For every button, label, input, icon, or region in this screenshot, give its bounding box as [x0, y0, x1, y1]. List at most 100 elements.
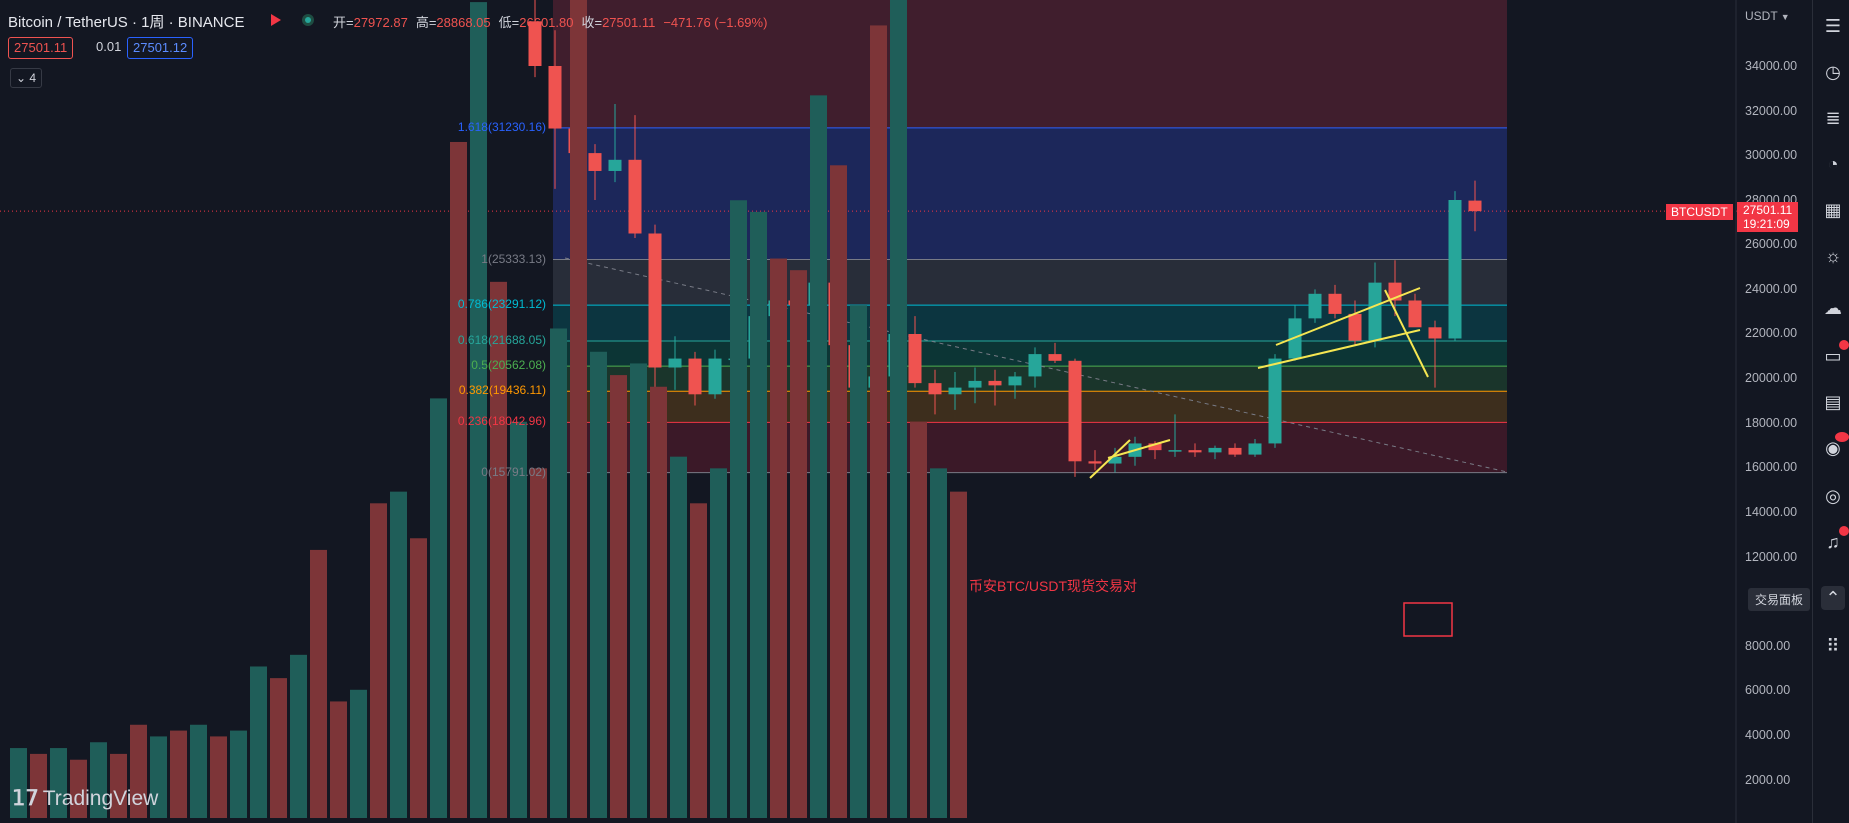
- volume-bar: [50, 748, 67, 818]
- last-price-tag: 27501.11 19:21:09: [1737, 202, 1799, 232]
- indicator-count: 4: [29, 71, 37, 85]
- volume-bar: [10, 748, 27, 818]
- fib-level-label[interactable]: 1.618(31230.16): [457, 119, 546, 134]
- candle-body: [608, 159, 622, 171]
- volume-bar: [330, 701, 347, 818]
- candle-body: [588, 153, 602, 171]
- alarm-clock-icon[interactable]: ◷: [1825, 62, 1841, 82]
- price-axis-label: 26000.00: [1745, 237, 1798, 251]
- bid-price[interactable]: 27501.11: [8, 37, 74, 59]
- calendar-icon[interactable]: ▦: [1824, 200, 1842, 220]
- cloud-icon[interactable]: ☁: [1824, 298, 1842, 318]
- price-axis-label: 30000.00: [1745, 148, 1798, 162]
- fib-level-label[interactable]: 0.382(19436.11): [458, 383, 546, 398]
- logo-text: TradingView: [42, 787, 159, 810]
- ohlc-key: 收=: [581, 15, 603, 30]
- trading-panel-tooltip: 交易面板: [1748, 588, 1811, 611]
- yellow-trend-drawing: [1107, 439, 1171, 459]
- ohlc-value: 26601.80: [519, 15, 574, 30]
- candle-body: [928, 383, 942, 395]
- market-status-icon[interactable]: [300, 12, 316, 28]
- candle-body: [908, 334, 922, 384]
- volume-bar: [410, 538, 427, 818]
- flag-icon[interactable]: [268, 12, 284, 28]
- fib-zone: [553, 422, 1507, 473]
- volume-bar: [430, 398, 447, 818]
- price-axis-label: 18000.00: [1745, 416, 1798, 430]
- candle-body: [1168, 450, 1182, 452]
- candle-body: [1148, 443, 1162, 451]
- candle-body: [668, 358, 682, 368]
- ask-price[interactable]: 27501.12: [127, 37, 194, 59]
- volume-bar: [230, 730, 247, 818]
- symbol-name[interactable]: Bitcoin / TetherUS · 1周 · BINANCE: [8, 14, 245, 31]
- candle-body: [1428, 327, 1442, 339]
- fib-level-label[interactable]: 1(25333.13): [481, 251, 546, 266]
- bar-countdown: 19:21:09: [1743, 217, 1790, 231]
- volume-bar: [810, 95, 827, 819]
- trading-panel-icon[interactable]: ⌃: [1821, 586, 1845, 610]
- details-list-icon[interactable]: ≣: [1825, 108, 1841, 128]
- volume-bar: [470, 2, 487, 819]
- tradingview-logo[interactable]: 𝟣𝟩 TradingView: [12, 786, 158, 811]
- volume-bar: [710, 468, 727, 818]
- last-price: 27501.11: [1743, 203, 1793, 217]
- volume-bar: [490, 281, 507, 818]
- indicators-toggle[interactable]: ⌄ 4: [10, 68, 42, 88]
- fib-level-label[interactable]: 0.236(18042.96): [457, 414, 546, 429]
- candle-body: [628, 159, 642, 234]
- candle-body: [528, 21, 542, 66]
- fib-zone: [553, 0, 1507, 128]
- volume-bar: [550, 328, 567, 818]
- candle-body: [948, 387, 962, 395]
- spread-value: 0.01: [96, 39, 122, 54]
- broadcast-icon[interactable]: ◎: [1825, 486, 1841, 506]
- fib-level-label[interactable]: 0(15791.02): [481, 464, 546, 479]
- volume-bar: [250, 666, 267, 818]
- chevron-down-icon: ▼: [1780, 12, 1790, 22]
- volume-highlight-box: [1403, 602, 1453, 637]
- candle-body: [1108, 456, 1122, 464]
- fib-level-label[interactable]: 0.786(23291.12): [457, 297, 546, 312]
- fib-zone: [553, 305, 1507, 341]
- ideas-bulb-icon[interactable]: ☼: [1824, 246, 1842, 266]
- watchlist-icon[interactable]: ☰: [1824, 16, 1842, 36]
- candle-body: [548, 66, 562, 129]
- comment-icon[interactable]: ▤: [1824, 392, 1842, 412]
- volume-bar: [750, 211, 767, 818]
- volume-bar: [190, 724, 207, 818]
- chart-annotation[interactable]: 币安BTC/USDT现货交易对: [969, 578, 1137, 594]
- price-axis-label: 2000.00: [1745, 773, 1791, 787]
- fib-zone: [553, 127, 1507, 260]
- currency-label: USDT: [1745, 9, 1778, 23]
- candle-body: [1448, 200, 1462, 339]
- candle-body: [708, 358, 722, 395]
- volume-bar: [310, 549, 327, 818]
- candle-body: [1068, 360, 1082, 462]
- volume-bar: [590, 351, 607, 818]
- chat-icon[interactable]: ▭: [1824, 346, 1842, 366]
- candle-body: [1408, 300, 1422, 328]
- grid-dots-icon[interactable]: ⠿: [1826, 636, 1840, 656]
- chevron-down-icon: ⌄: [15, 71, 27, 85]
- price-axis-label: 12000.00: [1745, 550, 1798, 564]
- candle-body: [1188, 450, 1202, 453]
- streams-icon[interactable]: ◉: [1825, 438, 1841, 458]
- fib-level-label[interactable]: 0.5(20562.08): [471, 358, 546, 373]
- price-axis-label: 34000.00: [1745, 59, 1798, 73]
- candle-body: [1208, 447, 1222, 453]
- symbol-title[interactable]: Bitcoin / TetherUS · 1周 · BINANCE: [8, 11, 244, 32]
- hotlist-icon[interactable]: ◔: [1827, 154, 1839, 174]
- candle-body: [1268, 358, 1282, 444]
- fib-level-label[interactable]: 0.618(21688.05): [457, 332, 546, 347]
- volume-bar: [730, 200, 747, 819]
- volume-bar: [70, 759, 87, 818]
- candle-body: [1088, 461, 1102, 464]
- volume-bar: [90, 742, 107, 818]
- currency-selector[interactable]: USDT ▼: [1745, 9, 1790, 23]
- bell-icon[interactable]: ♫: [1826, 532, 1840, 552]
- volume-bar: [170, 730, 187, 818]
- candle-body: [1328, 293, 1342, 314]
- candle-body: [1348, 313, 1362, 341]
